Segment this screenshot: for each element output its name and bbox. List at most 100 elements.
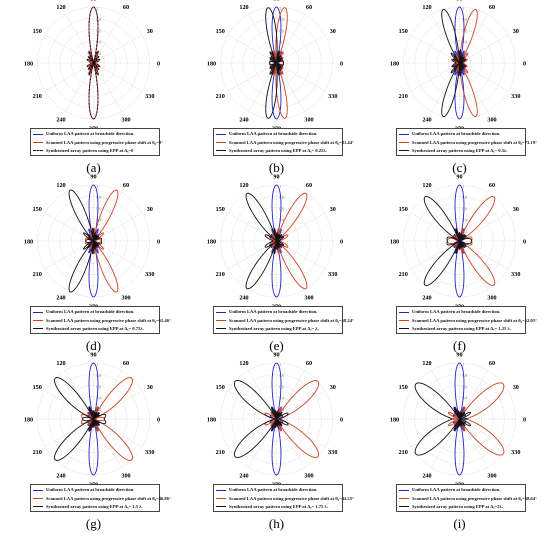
legend: Uniform LAA pattern at broadside directi… bbox=[213, 306, 354, 334]
angle-tick-label: 120 bbox=[56, 182, 65, 189]
angle-tick-label: 60 bbox=[123, 182, 129, 189]
angle-tick-label: 0 bbox=[340, 416, 343, 423]
legend-entry: Synthesized array pattern using EPP at Δ… bbox=[216, 503, 340, 511]
legend-swatch bbox=[399, 498, 409, 500]
angle-spoke bbox=[410, 62, 460, 92]
angle-tick-label: 330 bbox=[145, 449, 154, 456]
angle-spoke bbox=[93, 418, 143, 448]
radial-tick-label: 1 bbox=[280, 7, 282, 11]
panel-label: (h) bbox=[268, 516, 285, 531]
radial-tick-label: 1 bbox=[97, 7, 99, 11]
radial-tick-label: 0.8 bbox=[463, 196, 468, 200]
legend-entry: Scanned LAA pattern using progressive ph… bbox=[33, 494, 171, 502]
angle-spoke bbox=[459, 14, 488, 64]
uniform-pattern-line bbox=[86, 184, 101, 298]
legend-swatch bbox=[33, 150, 43, 152]
legend-entry: Uniform LAA pattern at broadside directi… bbox=[33, 130, 157, 138]
angle-spoke bbox=[93, 62, 122, 112]
radial-grid-circle bbox=[414, 374, 505, 464]
radial-tick-label: 0.6 bbox=[280, 385, 285, 389]
radial-tick-label: 0.6 bbox=[97, 29, 102, 33]
angle-tick-label: 210 bbox=[33, 271, 42, 278]
angle-tick-label: 120 bbox=[239, 360, 248, 367]
angle-tick-label: 120 bbox=[422, 182, 431, 189]
radial-tick-label: 0.6 bbox=[97, 385, 102, 389]
angle-tick-label: 30 bbox=[147, 206, 153, 213]
angle-spoke bbox=[459, 390, 509, 420]
angle-tick-label: 210 bbox=[33, 93, 42, 100]
angle-spoke bbox=[276, 14, 305, 64]
panel-label: (d) bbox=[85, 338, 102, 353]
radial-tick-label: 0.6 bbox=[280, 207, 285, 211]
angle-tick-label: 30 bbox=[147, 384, 153, 391]
legend-entry: Uniform LAA pattern at broadside directi… bbox=[33, 486, 157, 494]
legend-swatch bbox=[216, 320, 226, 322]
legend-entry: Uniform LAA pattern at broadside directi… bbox=[216, 308, 340, 316]
angle-tick-label: 210 bbox=[399, 271, 408, 278]
angle-spoke bbox=[227, 62, 277, 92]
angle-spoke bbox=[410, 212, 460, 242]
radial-grid-circle bbox=[242, 29, 311, 97]
panel-label: (c) bbox=[452, 160, 467, 175]
radial-tick-label: 0.4 bbox=[280, 41, 285, 45]
angle-spoke bbox=[93, 418, 122, 468]
angle-tick-label: 240 bbox=[56, 473, 65, 480]
angle-spoke bbox=[248, 14, 277, 64]
legend-label: Uniform LAA pattern at broadside directi… bbox=[46, 131, 135, 137]
angle-tick-label: 240 bbox=[56, 117, 65, 124]
angle-tick-label: 60 bbox=[489, 360, 495, 367]
angle-spoke bbox=[65, 418, 94, 468]
legend-entry: Synthesized array pattern using EPP at Δ… bbox=[33, 503, 157, 511]
radial-grid-circle bbox=[59, 29, 128, 97]
radial-grid-circle bbox=[48, 18, 139, 108]
polar-panel: 030609012015018021024027030033010.80.60.… bbox=[185, 0, 368, 178]
angle-spoke bbox=[459, 212, 509, 242]
radial-tick-label: 0.4 bbox=[463, 397, 468, 401]
angle-spoke bbox=[459, 192, 488, 242]
angle-spoke bbox=[431, 62, 460, 112]
angle-tick-label: 150 bbox=[216, 206, 225, 213]
synthesized-pattern-line bbox=[265, 7, 284, 119]
synthesized-pattern-line bbox=[414, 382, 472, 456]
legend-entry: Uniform LAA pattern at broadside directi… bbox=[399, 130, 523, 138]
angle-tick-label: 300 bbox=[121, 295, 130, 302]
angle-tick-label: 180 bbox=[207, 416, 216, 423]
angle-spoke bbox=[410, 34, 460, 64]
legend-entry: Uniform LAA pattern at broadside directi… bbox=[399, 486, 523, 494]
angle-tick-label: 150 bbox=[399, 28, 408, 35]
radial-tick-label: 0.6 bbox=[463, 385, 468, 389]
angle-tick-label: 150 bbox=[216, 28, 225, 35]
legend-entry: Scanned LAA pattern using progressive ph… bbox=[33, 316, 171, 324]
angle-spoke bbox=[276, 240, 326, 270]
angle-tick-label: 120 bbox=[239, 4, 248, 11]
legend-entry: Scanned LAA pattern using progressive ph… bbox=[399, 494, 537, 502]
angle-tick-label: 90 bbox=[273, 351, 279, 358]
angle-spoke bbox=[410, 418, 460, 448]
legend-swatch bbox=[33, 311, 43, 313]
angle-tick-label: 90 bbox=[456, 173, 462, 180]
polar-plot: 030609012015018021024027030033010.80.60.… bbox=[390, 0, 526, 132]
polar-panel: 030609012015018021024027030033010.80.60.… bbox=[2, 173, 185, 356]
angle-spoke bbox=[65, 14, 94, 64]
angle-spoke bbox=[276, 390, 326, 420]
angle-tick-label: 120 bbox=[422, 4, 431, 11]
radial-grid-circle bbox=[265, 229, 288, 253]
synthesized-pattern-line bbox=[68, 189, 103, 293]
angle-tick-label: 0 bbox=[523, 416, 526, 423]
angle-spoke bbox=[93, 370, 122, 420]
angle-tick-label: 180 bbox=[24, 238, 33, 245]
legend-label: Uniform LAA pattern at broadside directi… bbox=[412, 309, 501, 315]
angle-tick-label: 60 bbox=[306, 182, 312, 189]
angle-tick-label: 330 bbox=[145, 271, 154, 278]
radial-tick-label: 1 bbox=[97, 185, 99, 189]
legend-label: Scanned LAA pattern using progressive ph… bbox=[229, 139, 354, 145]
angle-tick-label: 240 bbox=[422, 295, 431, 302]
angle-spoke bbox=[65, 370, 94, 420]
legend-entry: Synthesized array pattern using EPP at Δ… bbox=[216, 147, 340, 155]
radial-grid-circle bbox=[231, 196, 322, 286]
radial-tick-label: 0.2 bbox=[463, 230, 468, 234]
angle-tick-label: 0 bbox=[340, 60, 343, 67]
angle-tick-label: 300 bbox=[487, 295, 496, 302]
legend: Uniform LAA pattern at broadside directi… bbox=[396, 306, 537, 334]
angle-tick-label: 180 bbox=[390, 60, 399, 67]
